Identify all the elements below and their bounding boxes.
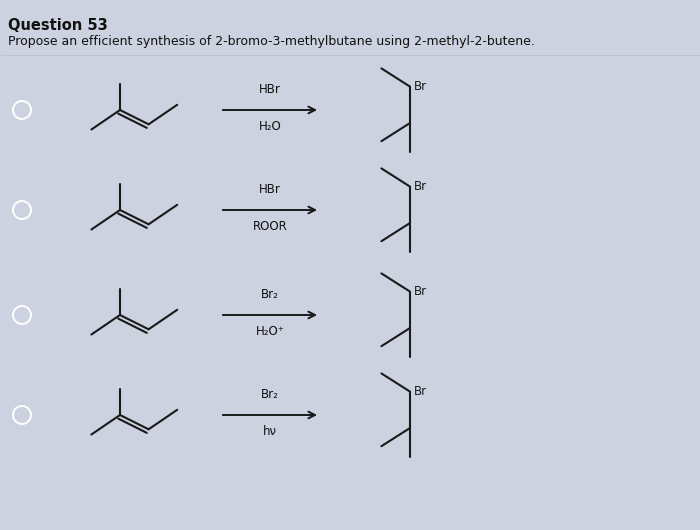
Text: HBr: HBr <box>259 183 281 196</box>
Text: hν: hν <box>263 425 277 438</box>
Text: Br₂: Br₂ <box>261 288 279 301</box>
Text: Br₂: Br₂ <box>261 388 279 401</box>
Text: Br: Br <box>414 285 427 298</box>
Text: Br: Br <box>414 385 427 398</box>
Text: Propose an efficient synthesis of 2-bromo-3-methylbutane using 2-methyl-2-butene: Propose an efficient synthesis of 2-brom… <box>8 35 535 48</box>
Text: Br: Br <box>414 180 427 193</box>
Text: Br: Br <box>414 80 427 93</box>
Text: H₂O⁺: H₂O⁺ <box>256 325 284 338</box>
Text: Question 53: Question 53 <box>8 18 108 33</box>
Text: HBr: HBr <box>259 83 281 96</box>
Text: ROOR: ROOR <box>253 220 288 233</box>
Text: H₂O: H₂O <box>258 120 281 133</box>
